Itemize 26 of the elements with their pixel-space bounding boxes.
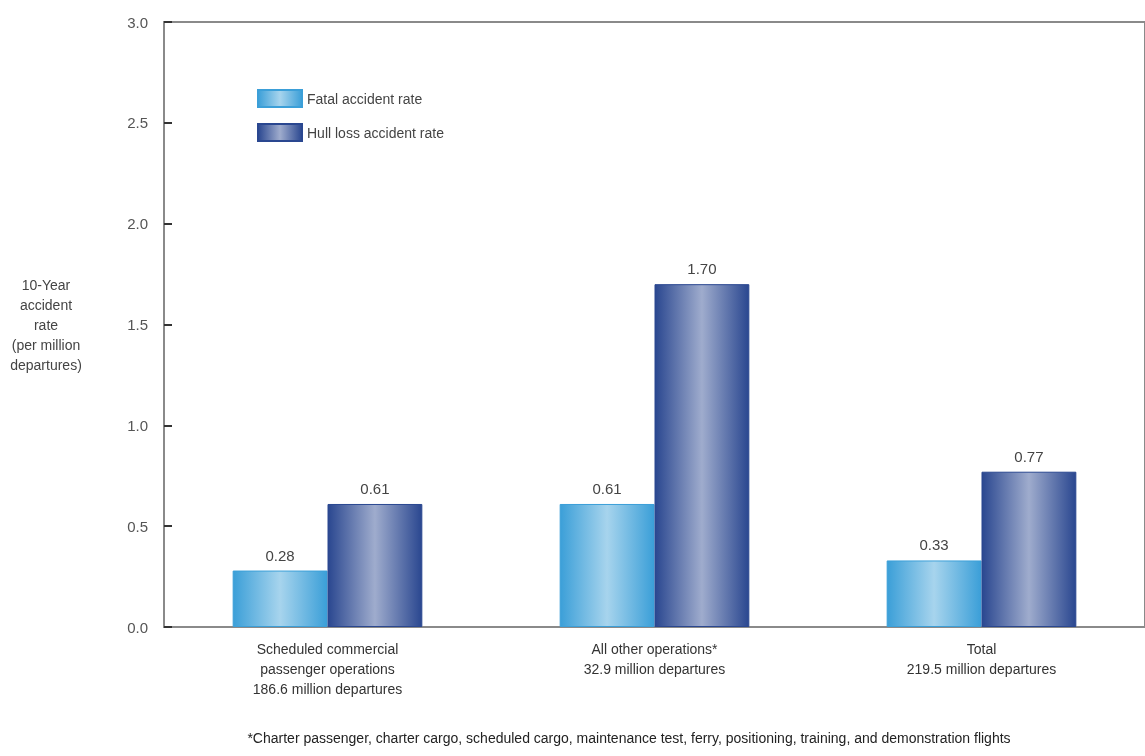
data-label: 1.70	[687, 260, 717, 278]
data-label: 0.61	[360, 479, 390, 497]
x-tick-label: Scheduled commercial passenger operations 186.6 million departures	[252, 641, 403, 697]
y-tick-label: 1.5	[127, 316, 148, 333]
legend-label: Hull loss accident rate	[307, 124, 445, 141]
data-label: 0.33	[919, 536, 949, 554]
bar	[559, 503, 655, 627]
bar	[654, 284, 750, 627]
x-tick-label: All other operations* 32.9 million departures	[583, 641, 726, 677]
data-label: 0.61	[592, 479, 622, 497]
bar	[981, 471, 1077, 627]
data-label: 0.28	[265, 546, 295, 564]
y-tick-label: 3.0	[127, 13, 148, 31]
bar	[886, 560, 982, 627]
data-label: 0.77	[1014, 447, 1044, 465]
y-tick-label: 2.0	[127, 215, 148, 233]
y-tick-label: 0.5	[127, 517, 148, 535]
bar	[232, 570, 328, 627]
x-tick-label: Total 219.5 million departures	[906, 641, 1057, 677]
text: *Charter passenger, charter cargo, scheduled cargo, maintenance test, ferry, positioning, training, and demonstration flights	[247, 730, 1011, 746]
y-tick-label: 1.0	[127, 416, 148, 434]
legend-label: Fatal accident rate	[307, 90, 423, 107]
bar	[327, 503, 423, 627]
y-axis-title: 10-Year accident rate (per million departures)	[10, 276, 82, 373]
y-tick-label: 0.0	[127, 618, 148, 636]
y-tick-label: 2.5	[127, 114, 148, 132]
